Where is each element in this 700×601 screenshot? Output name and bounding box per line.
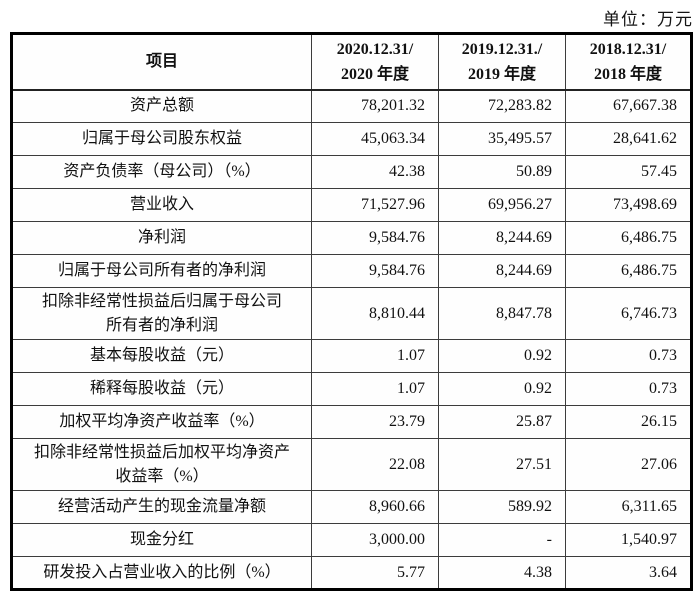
value-2019: 8,244.69	[438, 221, 566, 255]
row-label: 扣除非经常性损益后加权平均净资产 收益率（%）	[11, 438, 312, 491]
row-label: 研发投入占营业收入的比例（%）	[11, 556, 312, 590]
row-label: 稀释每股收益（元）	[11, 372, 312, 406]
row-label-line1: 扣除非经常性损益后加权平均净资产	[33, 443, 290, 461]
value-2018: 0.73	[565, 372, 692, 406]
column-header-2019-year: 2019 年度	[467, 65, 536, 83]
value-2018: 1,540.97	[565, 523, 692, 557]
table-row-parent-equity: 归属于母公司股东权益 45,063.34 35,495.57 28,641.62	[11, 122, 692, 156]
value-2020: 23.79	[311, 405, 439, 439]
value-2018: 6,486.75	[565, 254, 692, 288]
table-header-row: 项目 2020.12.31/ 2020 年度 2019.12.31./ 2019…	[11, 33, 692, 91]
value-2019: 4.38	[438, 556, 566, 590]
value-2020: 45,063.34	[311, 122, 439, 156]
value-2020: 22.08	[311, 438, 439, 491]
table-row-parent-net-profit: 归属于母公司所有者的净利润 9,584.76 8,244.69 6,486.75	[11, 254, 692, 288]
table-row-basic-eps: 基本每股收益（元） 1.07 0.92 0.73	[11, 339, 692, 373]
financial-summary-table: 项目 2020.12.31/ 2020 年度 2019.12.31./ 2019…	[10, 32, 693, 591]
table-row-net-profit: 净利润 9,584.76 8,244.69 6,486.75	[11, 221, 692, 255]
value-2020: 1.07	[311, 372, 439, 406]
row-label-line2: 所有者的净利润	[105, 316, 218, 334]
value-2020: 71,527.96	[311, 188, 439, 222]
value-2019: 0.92	[438, 372, 566, 406]
column-header-2020-year: 2020 年度	[340, 65, 409, 83]
table-row-operating-cash-flow: 经营活动产生的现金流量净额 8,960.66 589.92 6,311.65	[11, 490, 692, 524]
row-label: 归属于母公司所有者的净利润	[11, 254, 312, 288]
unit-label: 单位：万元	[603, 10, 693, 29]
column-header-2018: 2018.12.31/ 2018 年度	[565, 33, 692, 91]
value-2020: 9,584.76	[311, 254, 439, 288]
row-label: 扣除非经常性损益后归属于母公司 所有者的净利润	[11, 287, 312, 340]
value-2018: 3.64	[565, 556, 692, 590]
column-header-2019-date: 2019.12.31./	[461, 40, 543, 58]
column-header-item: 项目	[11, 33, 312, 91]
table-row-revenue: 营业收入 71,527.96 69,956.27 73,498.69	[11, 188, 692, 222]
value-2019: 27.51	[438, 438, 566, 491]
value-2020: 1.07	[311, 339, 439, 373]
row-label: 净利润	[11, 221, 312, 255]
table-row-deducted-weighted-roe: 扣除非经常性损益后加权平均净资产 收益率（%） 22.08 27.51 27.0…	[11, 438, 692, 491]
table-row-total-assets: 资产总额 78,201.32 72,283.82 67,667.38	[11, 89, 692, 123]
column-header-2020: 2020.12.31/ 2020 年度	[311, 33, 439, 91]
value-2019: 589.92	[438, 490, 566, 524]
row-label: 营业收入	[11, 188, 312, 222]
value-2018: 6,746.73	[565, 287, 692, 340]
table-row-weighted-roe: 加权平均净资产收益率（%） 23.79 25.87 26.15	[11, 405, 692, 439]
value-2019: 8,847.78	[438, 287, 566, 340]
column-header-2018-year: 2018 年度	[593, 65, 662, 83]
value-2018: 28,641.62	[565, 122, 692, 156]
row-label-line2: 收益率（%）	[115, 467, 209, 485]
value-2018: 57.45	[565, 155, 692, 189]
row-label: 现金分红	[11, 523, 312, 557]
value-2019: 50.89	[438, 155, 566, 189]
table-row-deducted-net-profit: 扣除非经常性损益后归属于母公司 所有者的净利润 8,810.44 8,847.7…	[11, 287, 692, 340]
value-2018: 67,667.38	[565, 89, 692, 123]
value-2020: 5.77	[311, 556, 439, 590]
value-2018: 26.15	[565, 405, 692, 439]
row-label: 资产负债率（母公司）（%）	[11, 155, 312, 189]
value-2018: 0.73	[565, 339, 692, 373]
value-2019: -	[438, 523, 566, 557]
column-header-2018-date: 2018.12.31/	[589, 40, 667, 58]
value-2018: 6,311.65	[565, 490, 692, 524]
value-2019: 25.87	[438, 405, 566, 439]
value-2018: 6,486.75	[565, 221, 692, 255]
value-2020: 78,201.32	[311, 89, 439, 123]
row-label: 经营活动产生的现金流量净额	[11, 490, 312, 524]
value-2020: 42.38	[311, 155, 439, 189]
row-label: 归属于母公司股东权益	[11, 122, 312, 156]
value-2020: 8,810.44	[311, 287, 439, 340]
table-row-debt-ratio: 资产负债率（母公司）（%） 42.38 50.89 57.45	[11, 155, 692, 189]
value-2019: 35,495.57	[438, 122, 566, 156]
row-label: 资产总额	[11, 89, 312, 123]
row-label-line1: 扣除非经常性损益后归属于母公司	[41, 292, 282, 310]
column-header-2019: 2019.12.31./ 2019 年度	[438, 33, 566, 91]
value-2020: 3,000.00	[311, 523, 439, 557]
column-header-2020-date: 2020.12.31/	[336, 40, 414, 58]
table-row-cash-dividend: 现金分红 3,000.00 - 1,540.97	[11, 523, 692, 557]
row-label: 加权平均净资产收益率（%）	[11, 405, 312, 439]
value-2018: 73,498.69	[565, 188, 692, 222]
value-2020: 8,960.66	[311, 490, 439, 524]
value-2019: 72,283.82	[438, 89, 566, 123]
value-2019: 69,956.27	[438, 188, 566, 222]
value-2018: 27.06	[565, 438, 692, 491]
value-2020: 9,584.76	[311, 221, 439, 255]
table-row-rd-ratio: 研发投入占营业收入的比例（%） 5.77 4.38 3.64	[11, 556, 692, 590]
table-row-diluted-eps: 稀释每股收益（元） 1.07 0.92 0.73	[11, 372, 692, 406]
value-2019: 8,244.69	[438, 254, 566, 288]
row-label: 基本每股收益（元）	[11, 339, 312, 373]
value-2019: 0.92	[438, 339, 566, 373]
